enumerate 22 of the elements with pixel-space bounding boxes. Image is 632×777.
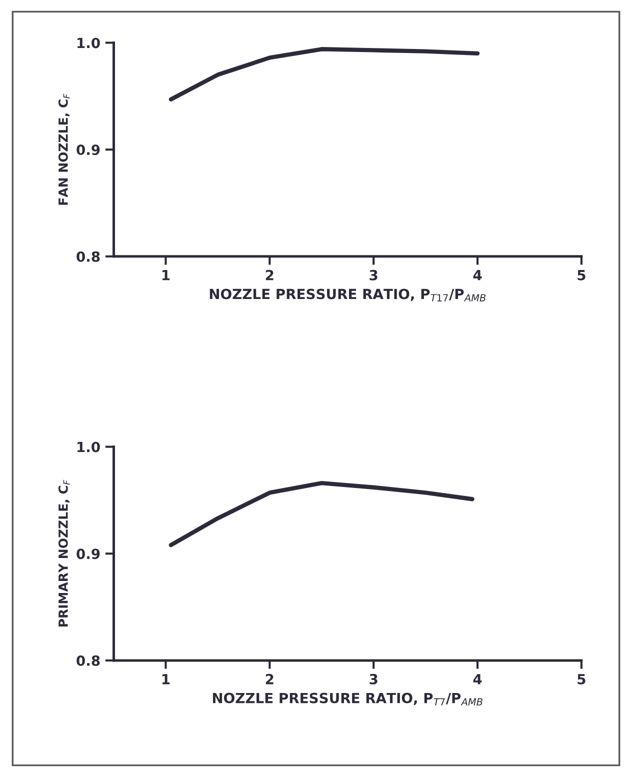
x-tick-label: 2 [266, 674, 274, 684]
x-tick-label: 4 [473, 270, 482, 280]
x-tick-label: 1 [162, 674, 170, 684]
y-tick-label: 1.0 [78, 38, 100, 48]
x-tick-label: 5 [578, 270, 586, 280]
y-axis-title: PRIMARY NOZZLE, C$_{F}$ [58, 480, 70, 627]
y-tick-label: 1.0 [78, 442, 100, 452]
x-axis-title: NOZZLE PRESSURE RATIO, P$_{T7}$/P$_{AMB}$ [212, 692, 482, 706]
x-tick-label: 3 [370, 674, 378, 684]
x-axis-title: NOZZLE PRESSURE RATIO, P$_{T17}$/P$_{AMB}$ [210, 288, 486, 302]
y-tick-label: 0.8 [76, 251, 100, 262]
x-tick-label: 4 [473, 674, 482, 684]
y-tick-label: 0.9 [76, 548, 100, 560]
x-tick-label: 5 [578, 674, 586, 684]
x-tick-label: 3 [370, 270, 378, 280]
x-tick-label: 1 [162, 270, 170, 280]
y-tick-label: 0.8 [76, 655, 100, 666]
x-tick-label: 2 [266, 270, 274, 280]
line-series [168, 47, 480, 102]
y-axis-title: FAN NOZZLE, C$_{F}$ [58, 94, 70, 205]
y-tick-label: 0.9 [76, 144, 100, 156]
line-series [168, 481, 474, 548]
